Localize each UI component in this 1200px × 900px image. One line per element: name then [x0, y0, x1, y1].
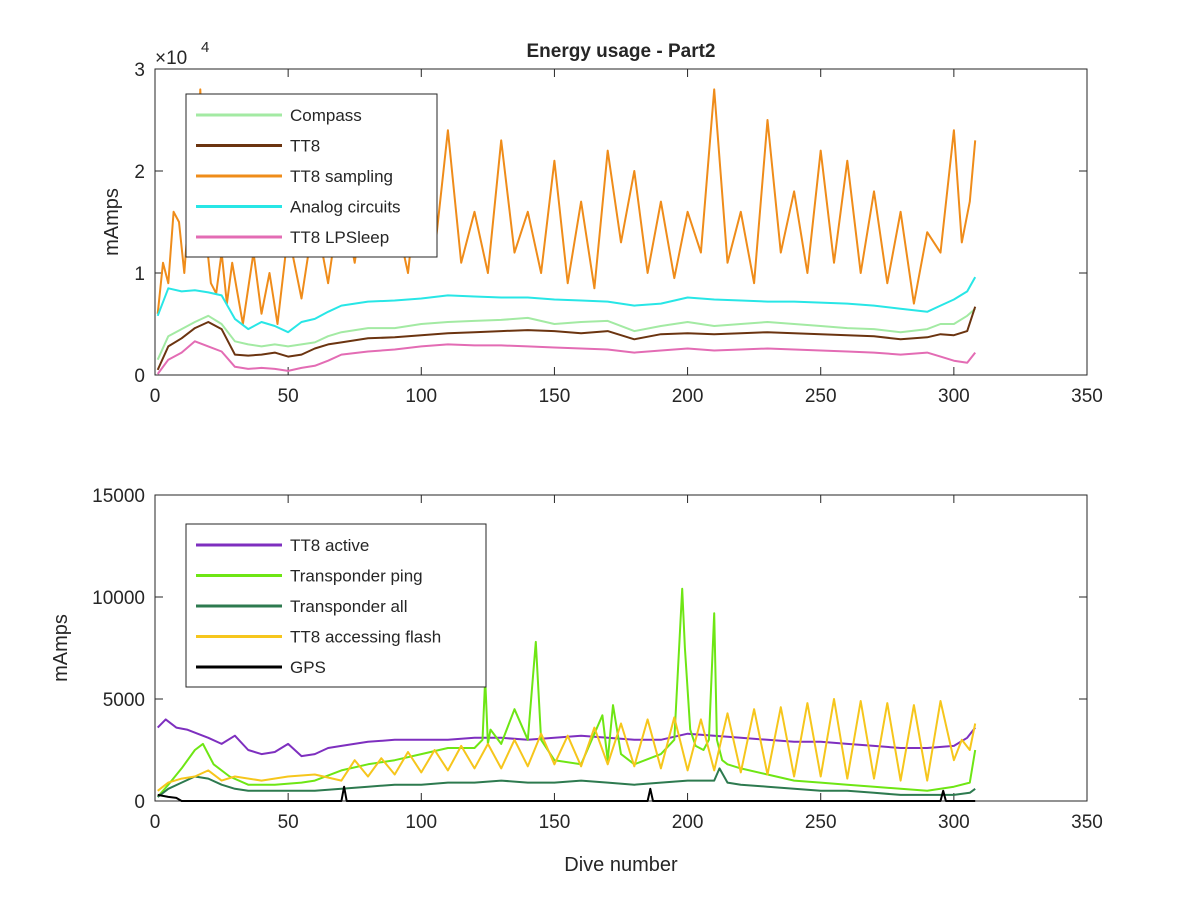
top-x-tick-label: 250: [805, 386, 837, 407]
bottom-x-tick-label: 150: [539, 812, 571, 833]
series-line-tt8-lpsleep: [156, 340, 976, 375]
top-y-tick-label: 2: [134, 162, 145, 183]
bottom-x-tick-label: 350: [1071, 812, 1103, 833]
series-line-analog-circuits: [156, 276, 977, 334]
legend-label: Analog circuits: [290, 198, 401, 217]
top-series-lines: [156, 88, 977, 375]
top-y-tick-label: 3: [134, 60, 145, 81]
bottom-ticks: 0 50 100 150 200 250 300 350 0 5000 10000 15000: [92, 486, 1103, 833]
series-line-transponder-all: [157, 767, 976, 798]
top-y-tick-label: 1: [134, 264, 145, 285]
bottom-y-axis-label: mAmps: [50, 614, 72, 682]
series-line-tt8: [156, 306, 977, 371]
legend-label: Transponder ping: [290, 567, 423, 586]
bottom-y-tick-label: 15000: [92, 486, 145, 507]
top-x-tick-label: 200: [672, 386, 704, 407]
bottom-legend: TT8 active Transponder ping Transponder al…: [185, 523, 487, 688]
top-x-tick-label: 100: [405, 386, 437, 407]
top-x-tick-label: 350: [1071, 386, 1103, 407]
bottom-y-tick-label: 5000: [103, 690, 145, 711]
series-line-transponder-ping: [156, 587, 977, 798]
bottom-x-axis-label: Dive number: [564, 854, 678, 876]
bottom-x-tick-label: 0: [150, 812, 161, 833]
series-line-tt8-active: [156, 718, 976, 758]
bottom-series-lines: [156, 587, 977, 802]
top-x-tick-label: 300: [938, 386, 970, 407]
bottom-x-tick-label: 250: [805, 812, 837, 833]
energy-bottom-axes: mAmps Dive number 0 50 100 150 200 250 300 3500…: [50, 486, 1103, 876]
top-ticks: 0 50 100 150 200 250 300 350 0 1 2 3: [134, 60, 1102, 407]
legend-label: TT8 LPSleep: [290, 228, 389, 247]
legend-label: GPS: [290, 658, 326, 677]
bottom-y-tick-label: 0: [134, 792, 145, 813]
series-line-compass: [156, 307, 976, 361]
bottom-y-tick-label: 10000: [92, 588, 145, 609]
top-x-tick-label: 0: [150, 386, 161, 407]
bottom-x-tick-label: 50: [278, 812, 299, 833]
legend-label: TT8 active: [290, 536, 369, 555]
top-exponent-label: ×10 4: [155, 39, 209, 69]
top-y-tick-label: 0: [134, 366, 145, 387]
energy-top-axes: Energy usage - Part2 ×10 4 mAmps 0 50 100 1…: [101, 39, 1103, 407]
bottom-x-tick-label: 300: [938, 812, 970, 833]
top-exponent-base: ×10: [155, 48, 187, 69]
top-y-axis-label: mAmps: [101, 188, 123, 256]
top-legend: Compass TT8 TT8 sampling Analog circuits TT8…: [185, 93, 438, 258]
bottom-x-tick-label: 200: [672, 812, 704, 833]
top-chart-title: Energy usage - Part2: [526, 41, 715, 62]
top-x-tick-label: 50: [278, 386, 299, 407]
legend-label: Transponder all: [290, 597, 408, 616]
legend-label: TT8 accessing flash: [290, 628, 441, 647]
top-x-tick-label: 150: [539, 386, 571, 407]
series-line-gps: [157, 785, 976, 802]
legend-label: Compass: [290, 106, 362, 125]
legend-label: TT8 sampling: [290, 167, 393, 186]
series-line-tt8-accessing-flash: [157, 698, 977, 792]
bottom-x-tick-label: 100: [405, 812, 437, 833]
top-exponent-power: 4: [201, 39, 209, 56]
legend-label: TT8: [290, 137, 320, 156]
series-line-tt8-sampling: [156, 88, 977, 325]
